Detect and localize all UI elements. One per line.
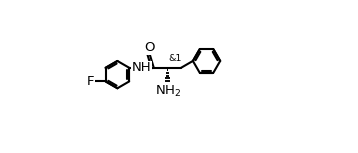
Text: O: O	[144, 41, 155, 54]
Text: &1: &1	[168, 54, 182, 63]
Text: NH: NH	[132, 61, 151, 74]
Text: F: F	[87, 75, 94, 88]
Text: NH$_2$: NH$_2$	[155, 84, 182, 99]
